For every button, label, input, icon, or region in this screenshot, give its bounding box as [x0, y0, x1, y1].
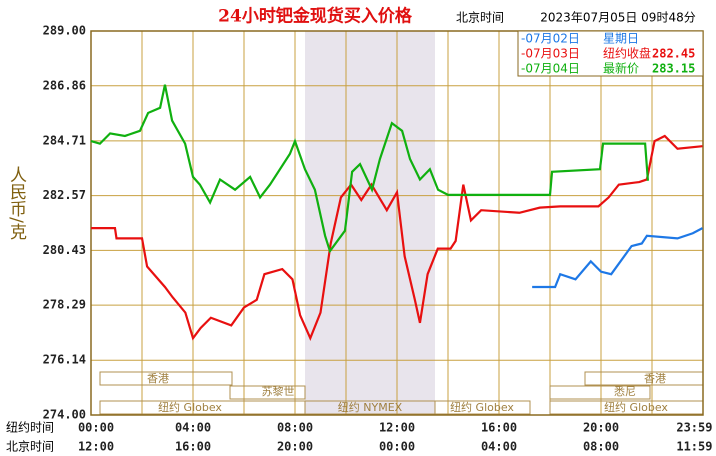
x-tick-label: 20:00: [277, 440, 313, 454]
legend-name: -07月02日: [521, 32, 580, 46]
legend-name: -07月03日: [521, 47, 580, 61]
sessions: 香港 苏黎世 纽约 Globex 纽约 NYMEX 纽约 Globex 悉尼 香…: [99, 371, 704, 415]
chart-title: 24小时钯金现货买入价格: [218, 6, 413, 27]
x-axis-title: 纽约时间: [6, 420, 54, 435]
y-tick-label: 278.29: [43, 298, 86, 312]
y-tick-label: 289.00: [43, 24, 86, 38]
legend-value: 283.15: [652, 62, 695, 76]
y-tick-label: 276.14: [43, 353, 86, 367]
x-tick-label: 11:59: [676, 440, 712, 454]
y-tick-label: 286.86: [43, 78, 86, 92]
x-tick-label: 00:00: [78, 421, 114, 435]
session-box: [229, 385, 306, 400]
y-tick-label: 274.00: [43, 408, 86, 422]
session-label: 苏黎世: [262, 384, 295, 398]
legend-value: 282.45: [652, 47, 695, 61]
x-tick-label: 20:00: [583, 421, 619, 435]
legend-box: [517, 30, 704, 77]
price-line: [532, 227, 704, 289]
session-label: 纽约 Globex: [158, 400, 222, 414]
legend-tag: 纽约收盘: [603, 46, 651, 61]
session-box: [99, 371, 233, 386]
x2-axis-title: 北京时间: [6, 440, 54, 454]
y-tick-label: 284.71: [43, 133, 86, 147]
session-label: 香港: [147, 372, 169, 385]
x-tick-label: 04:00: [175, 421, 211, 435]
session-label: 纽约 Globex: [450, 400, 514, 414]
nymex-shade: [305, 31, 435, 415]
x-tick-label: 12:00: [379, 421, 415, 435]
session-box: [549, 385, 651, 400]
session-box: [434, 400, 531, 415]
session-label: 香港: [644, 372, 666, 385]
x-tick-label: 12:00: [78, 440, 114, 454]
session-label: 纽约 Globex: [604, 400, 668, 414]
x-tick-label: 16:00: [175, 440, 211, 454]
session-label: 纽约 NYMEX: [338, 400, 403, 414]
legend-tag: 星期日: [603, 32, 639, 46]
x-tick-label: 16:00: [481, 421, 517, 435]
y-tick-label: 282.57: [43, 188, 86, 202]
legend-name: -07月04日: [521, 62, 580, 76]
price-line: [91, 134, 703, 342]
legend-tag: 最新价: [603, 61, 639, 76]
x-tick-label: 23:59: [676, 421, 712, 435]
x-tick-label: 08:00: [583, 440, 619, 454]
time-label: 北京时间: [456, 11, 504, 25]
x-tick-label: 00:00: [379, 440, 415, 454]
x-tick-label: 04:00: [481, 440, 517, 454]
timestamp: 2023年07月05日 09时48分: [540, 11, 695, 25]
session-label: 悉尼: [614, 385, 636, 398]
y-axis-title: 人民币/克: [6, 166, 27, 240]
y-tick-label: 280.43: [43, 243, 86, 257]
plot-border: [90, 30, 704, 416]
x-tick-label: 08:00: [277, 421, 313, 435]
price-line: [90, 84, 650, 254]
